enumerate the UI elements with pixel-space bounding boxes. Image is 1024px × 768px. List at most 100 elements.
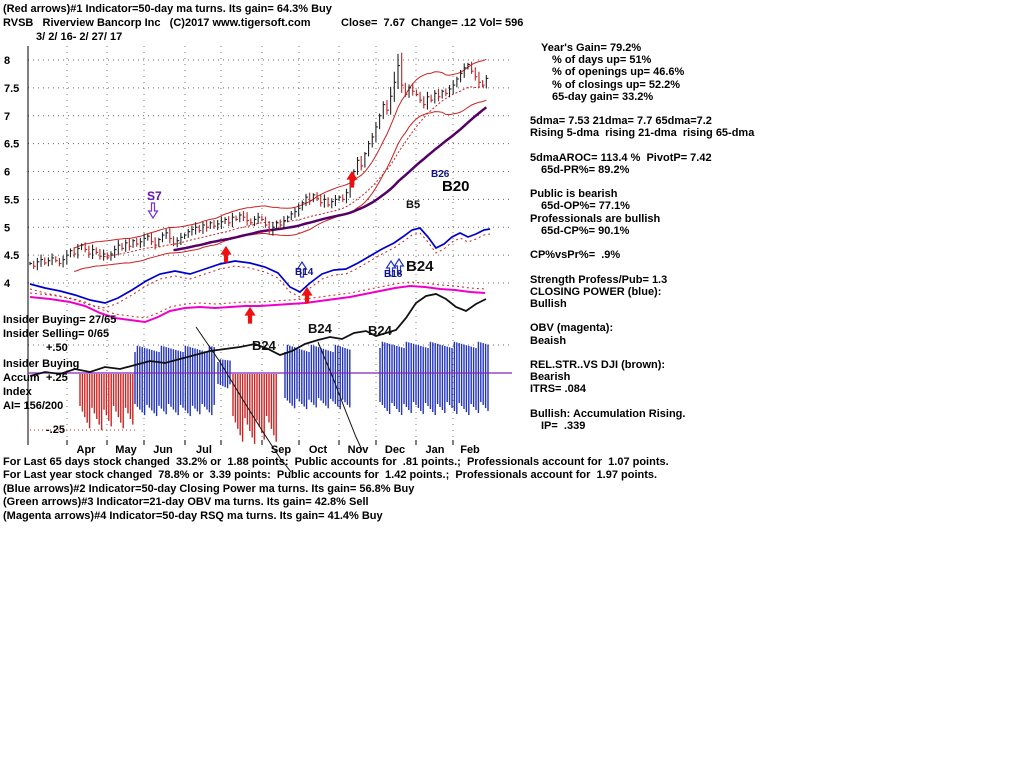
- accum-ai-value: AI= 156/200: [3, 400, 64, 412]
- right-panel-line: [530, 310, 1010, 322]
- right-panel-line: % of closings up= 52.2%: [552, 78, 681, 91]
- accum-scale-plus50: +.50: [46, 342, 68, 354]
- svg-text:7: 7: [4, 111, 10, 123]
- closing-power-ma-dotted: [29, 232, 491, 309]
- candlesticks: [29, 52, 489, 271]
- svg-text:B20: B20: [442, 178, 470, 195]
- buy-arrow-icon: [301, 286, 313, 304]
- right-panel-line: Professionals are bullish: [530, 212, 661, 225]
- right-panel-line: ITRS= .084: [530, 383, 586, 396]
- accum-title-2: Accum: [3, 372, 40, 384]
- accum-scale-plus25: +.25: [46, 372, 68, 384]
- buy-arrow-icon: [393, 257, 405, 275]
- buy-arrow-icon: [296, 260, 308, 278]
- svg-text:B24: B24: [368, 323, 393, 338]
- svg-text:Sep: Sep: [271, 444, 291, 456]
- svg-text:Oct: Oct: [309, 444, 328, 456]
- right-panel-line: Rising 5-dma rising 21-dma rising 65-dma: [530, 127, 755, 140]
- indicator1-legend: (Red arrows)#1 Indicator=50-day ma turns…: [3, 3, 332, 15]
- svg-text:8: 8: [4, 55, 10, 67]
- right-panel-line: [530, 176, 1010, 188]
- svg-text:6.5: 6.5: [4, 139, 19, 151]
- svg-text:Feb: Feb: [460, 444, 480, 456]
- right-panel-line: Beaish: [530, 334, 567, 347]
- right-panel-line: 65-day gain= 33.2%: [552, 90, 654, 103]
- right-panel-line: 65d-PR%= 89.2%: [541, 163, 630, 176]
- right-panel-line: CLOSING POWER (blue):: [530, 285, 662, 298]
- svg-text:S7: S7: [147, 189, 162, 203]
- svg-text:5: 5: [4, 222, 10, 234]
- right-panel-line: CP%vsPr%= .9%: [530, 249, 621, 262]
- trend-artifact-curves: [195, 326, 363, 473]
- y-axis-labels: 8 7.5 7 6.5 6 5.5 5 4.5 4: [4, 55, 19, 290]
- right-panel-line: [530, 237, 1010, 249]
- accum-title-3: Index: [3, 386, 32, 398]
- right-panel-line: 5dma= 7.53 21dma= 7.7 65dma=7.2: [530, 115, 712, 128]
- right-panel-line: Public is bearish: [530, 188, 618, 201]
- rsq-line: [29, 284, 486, 324]
- right-panel-line: Bullish: [530, 297, 567, 310]
- title-bar: RVSB Riverview Bancorp Inc (C)2017 www.t…: [3, 17, 524, 29]
- svg-text:B24: B24: [406, 258, 434, 275]
- right-panel-line: 65d-OP%= 77.1%: [541, 200, 630, 213]
- right-panel-line: % of days up= 51%: [552, 54, 652, 67]
- rsq-ma-dotted: [29, 281, 486, 319]
- svg-text:B14: B14: [295, 267, 314, 278]
- insider-selling-label: Insider Selling= 0/65: [3, 328, 110, 340]
- footer-line: (Magenta arrows)#4 Indicator=50-day RSQ …: [3, 509, 383, 522]
- right-panel-line: % of openings up= 46.6%: [552, 66, 685, 79]
- ma-65day-line: [173, 106, 488, 252]
- right-panel-line: Year's Gain= 79.2%: [541, 42, 642, 54]
- svg-text:4: 4: [4, 278, 11, 290]
- right-panel-line: IP= .339: [541, 419, 586, 432]
- insider-buying-label: Insider Buying= 27/65: [3, 314, 117, 326]
- svg-text:B24: B24: [252, 338, 277, 353]
- right-panel-line: 65d-CP%= 90.1%: [541, 224, 630, 237]
- svg-text:6: 6: [4, 167, 10, 179]
- buy-arrow-icon: [244, 306, 256, 324]
- accum-title-1: Insider Buying: [3, 358, 80, 370]
- svg-text:4.5: 4.5: [4, 250, 19, 262]
- accumulation-histogram: [79, 341, 489, 444]
- svg-text:Nov: Nov: [348, 444, 370, 456]
- right-panel-line: [530, 347, 1010, 359]
- right-panel-stats: Year's Gain= 79.2%% of days up= 51%% of …: [530, 42, 1010, 432]
- sell-arrow-icon: [147, 202, 159, 220]
- svg-text:7.5: 7.5: [4, 83, 19, 95]
- relative-strength-line: [29, 293, 487, 377]
- svg-text:B5: B5: [406, 199, 420, 211]
- right-panel-line: 5dmaAROC= 113.4 % PivotP= 7.42: [530, 151, 712, 164]
- footer-line: For Last year stock changed 78.8% or 3.3…: [3, 469, 658, 482]
- right-panel-line: [530, 261, 1010, 273]
- svg-text:Jun: Jun: [153, 444, 173, 456]
- right-panel-line: [530, 103, 1010, 115]
- svg-text:Jan: Jan: [426, 444, 445, 456]
- x-axis-month-labels: Apr May Jun Jul Sep Oct Nov Dec Jan Feb: [77, 444, 481, 456]
- buy-arrow-icon: [220, 245, 232, 263]
- svg-text:May: May: [115, 444, 137, 456]
- closing-power-line: [29, 227, 491, 304]
- right-panel-line: OBV (magenta):: [530, 322, 614, 335]
- right-panel-line: Bullish: Accumulation Rising.: [530, 407, 686, 420]
- right-panel-line: Bearish: [530, 371, 571, 384]
- footer-line: (Blue arrows)#2 Indicator=50-day Closing…: [3, 482, 415, 495]
- date-range: 3/ 2/ 16- 2/ 27/ 17: [36, 31, 123, 43]
- footer-legend: For Last 65 days stock changed 33.2% or …: [3, 456, 1013, 523]
- svg-text:Jul: Jul: [196, 444, 212, 456]
- right-panel-line: Strength Profess/Pub= 1.3: [530, 273, 668, 286]
- signal-arrows: [147, 170, 405, 324]
- right-panel-line: REL.STR..VS DJI (brown):: [530, 358, 666, 371]
- svg-text:B24: B24: [308, 321, 333, 336]
- buy-arrow-icon: [346, 170, 358, 188]
- price-bands: [74, 58, 487, 272]
- svg-text:Dec: Dec: [385, 444, 405, 456]
- svg-text:B26: B26: [431, 169, 450, 180]
- right-panel-line: [530, 140, 1010, 152]
- footer-line: For Last 65 days stock changed 33.2% or …: [3, 456, 669, 468]
- right-panel-line: [530, 395, 1010, 407]
- svg-text:B18: B18: [384, 269, 403, 280]
- footer-line: (Green arrows)#3 Indicator=21-day OBV ma…: [3, 496, 369, 509]
- buy-arrow-icon: [385, 259, 397, 277]
